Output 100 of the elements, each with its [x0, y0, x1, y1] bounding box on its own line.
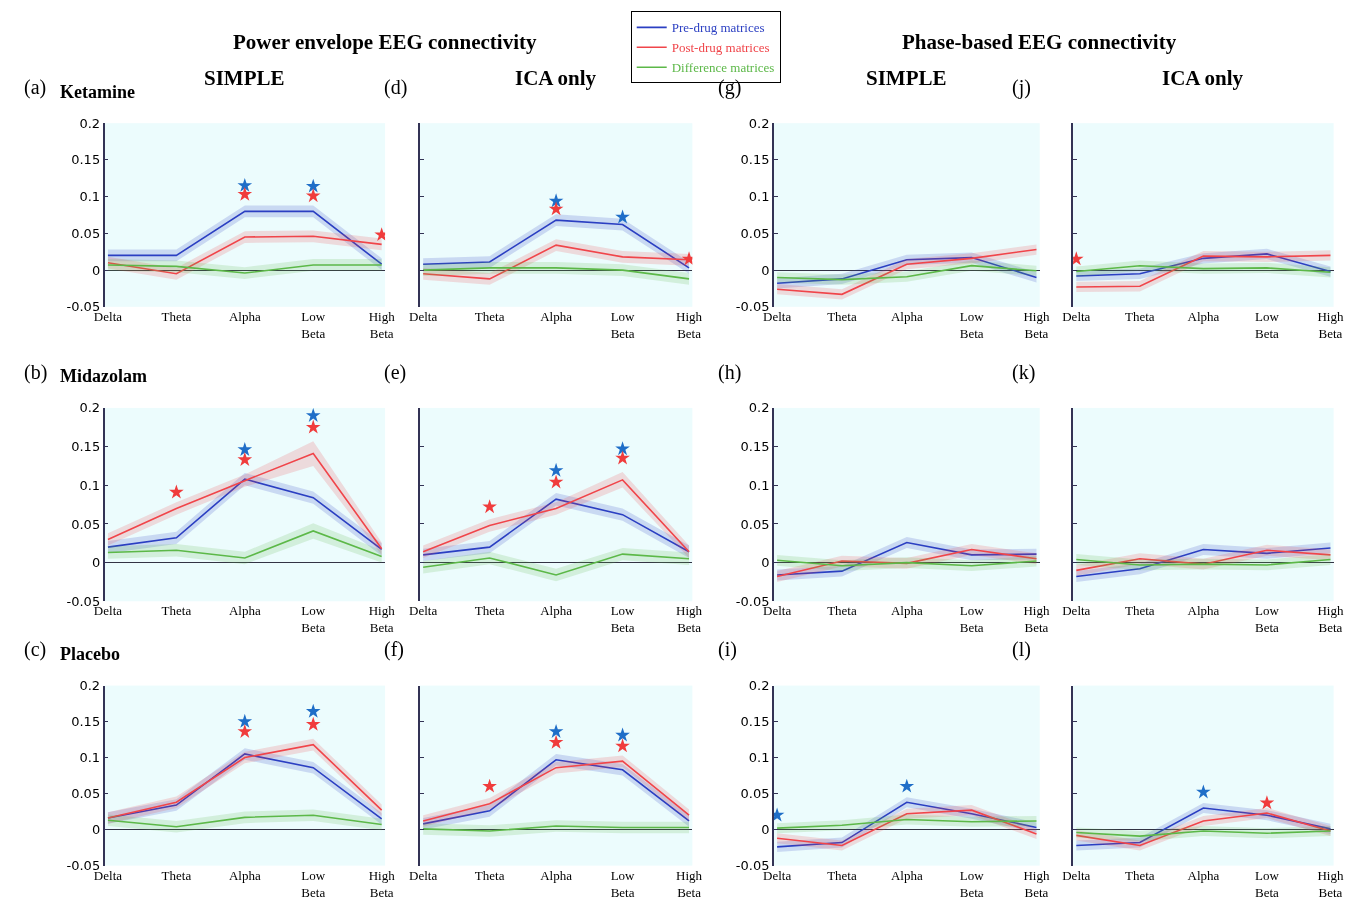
- x-tick-label: Alpha: [540, 308, 573, 324]
- y-tick-label: 0.1: [748, 750, 770, 766]
- y-tick-label: 0.15: [740, 714, 770, 730]
- x-tick-label: High Beta: [1317, 603, 1344, 636]
- x-tick-label: Alpha: [228, 308, 261, 324]
- x-tick-label: Low Beta: [301, 603, 326, 636]
- y-tick-label: 0.15: [71, 714, 101, 730]
- x-tick-label: High Beta: [1023, 867, 1050, 900]
- x-tick-label: Delta: [409, 308, 438, 324]
- y-tick-label: 0.1: [79, 189, 101, 205]
- x-tick-label: Alpha: [540, 603, 573, 619]
- x-tick-label: Alpha: [1187, 308, 1220, 324]
- x-tick-label: Alpha: [228, 867, 261, 883]
- chart-subtitle: Placebo: [60, 644, 120, 664]
- x-tick-label: High Beta: [368, 867, 396, 900]
- x-tick-label: Low Beta: [610, 867, 636, 900]
- x-tick-label: Low Beta: [1255, 603, 1280, 636]
- y-tick-label: 0: [91, 555, 101, 571]
- x-tick-label: High Beta: [368, 603, 396, 636]
- x-tick-label: Low Beta: [301, 308, 326, 341]
- y-tick-label: 0.15: [740, 152, 770, 168]
- x-tick-label: Alpha: [890, 867, 923, 883]
- x-tick-label: Theta: [474, 867, 505, 883]
- text: (k): [1012, 361, 1036, 384]
- chart-subtitle: Midazolam: [60, 366, 147, 386]
- y-tick-label: 0.05: [740, 225, 770, 241]
- y-tick-label: 0.2: [79, 115, 101, 131]
- chart-title: SIMPLE: [204, 66, 285, 90]
- text: (c): [24, 638, 47, 661]
- chart-title: ICA only: [1162, 66, 1244, 90]
- y-tick-label: 0.05: [740, 786, 770, 802]
- legend-label: Difference matrices: [671, 60, 775, 76]
- x-tick-label: Low Beta: [959, 867, 985, 900]
- text: Power envelope EEG connectivity: [233, 30, 537, 54]
- x-tick-label: High Beta: [1317, 308, 1344, 341]
- x-tick-label: Alpha: [228, 603, 261, 619]
- x-tick-label: Alpha: [1187, 867, 1220, 883]
- x-tick-label: Delta: [1062, 603, 1091, 619]
- text: (j): [1012, 76, 1031, 99]
- text: (e): [384, 361, 407, 384]
- y-tick-label: 0.2: [748, 115, 770, 131]
- x-tick-label: Theta: [827, 603, 857, 619]
- text: (b): [24, 361, 48, 384]
- x-tick-label: High Beta: [676, 867, 703, 900]
- line-series: [776, 818, 1038, 829]
- x-tick-label: Low Beta: [959, 603, 985, 636]
- x-tick-label: Low Beta: [1255, 867, 1280, 900]
- x-tick-label: Theta: [474, 308, 505, 324]
- x-tick-label: Delta: [1062, 308, 1091, 324]
- y-tick-label: 0.05: [740, 516, 770, 532]
- x-tick-label: Theta: [474, 603, 505, 619]
- x-tick-label: Delta: [1062, 867, 1091, 883]
- text: Phase-based EEG connectivity: [902, 30, 1177, 54]
- text: (l): [1012, 638, 1031, 661]
- x-tick-label: Low Beta: [301, 867, 326, 900]
- y-tick-label: 0: [761, 822, 770, 838]
- x-tick-label: Low Beta: [959, 308, 985, 341]
- x-tick-label: Delta: [409, 867, 438, 883]
- text: (g): [718, 76, 742, 99]
- chart-title: ICA only: [515, 66, 597, 90]
- x-tick-label: Theta: [1125, 308, 1155, 324]
- y-tick-label: 0.05: [71, 516, 101, 532]
- y-tick-label: 0: [91, 262, 101, 278]
- y-tick-label: 0.1: [748, 189, 770, 205]
- y-tick-label: 0.2: [79, 678, 101, 694]
- y-tick-label: 0.15: [71, 152, 101, 168]
- y-tick-label: 0.2: [79, 400, 101, 416]
- x-tick-label: Theta: [1125, 603, 1155, 619]
- x-tick-label: Theta: [1125, 867, 1155, 883]
- x-tick-label: Low Beta: [610, 603, 636, 636]
- chart-subtitle: Ketamine: [60, 82, 135, 102]
- x-tick-label: High Beta: [676, 308, 703, 341]
- legend-label: Pre-drug matrices: [671, 20, 765, 36]
- x-tick-label: High Beta: [1023, 308, 1050, 341]
- x-tick-label: Alpha: [890, 603, 923, 619]
- y-tick-label: 0.2: [748, 400, 770, 416]
- line-series: [107, 530, 383, 559]
- x-tick-label: Theta: [161, 308, 192, 324]
- x-tick-label: Low Beta: [610, 308, 636, 341]
- x-tick-label: Alpha: [540, 867, 573, 883]
- x-tick-label: Alpha: [890, 308, 923, 324]
- y-tick-label: 0.1: [748, 477, 770, 493]
- text: (a): [24, 76, 47, 99]
- y-tick-label: 0: [761, 262, 770, 278]
- y-tick-label: 0.15: [740, 439, 770, 455]
- x-tick-label: High Beta: [1023, 603, 1050, 636]
- y-tick-label: 0.05: [71, 786, 101, 802]
- x-tick-label: High Beta: [1317, 867, 1344, 900]
- x-tick-label: Theta: [161, 603, 192, 619]
- x-tick-label: High Beta: [676, 603, 703, 636]
- text: (i): [718, 638, 737, 661]
- x-tick-label: Alpha: [1187, 603, 1220, 619]
- y-tick-label: 0.15: [71, 439, 101, 455]
- x-tick-label: Delta: [409, 603, 438, 619]
- line-series: [107, 814, 383, 828]
- text: (d): [384, 76, 408, 99]
- y-tick-label: 0.1: [79, 477, 101, 493]
- text: (f): [384, 638, 404, 661]
- y-tick-label: 0.1: [79, 750, 101, 766]
- x-tick-label: Low Beta: [1255, 308, 1280, 341]
